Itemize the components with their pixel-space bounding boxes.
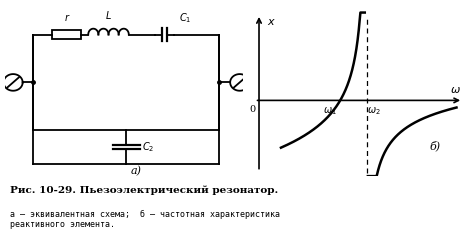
Text: Рис. 10-29. Пьезоэлектрический резонатор.: Рис. 10-29. Пьезоэлектрический резонатор… <box>10 186 277 195</box>
Text: $\omega_1$: $\omega_1$ <box>322 105 336 117</box>
Text: $\omega_2$: $\omega_2$ <box>366 105 379 117</box>
Text: $L$: $L$ <box>105 9 112 21</box>
Text: 0: 0 <box>249 105 255 114</box>
Text: $\omega$: $\omega$ <box>449 85 460 95</box>
Text: а — эквивалентная схема;  б — частотная характеристика
реактивного элемента.: а — эквивалентная схема; б — частотная х… <box>10 209 279 229</box>
Text: а): а) <box>130 166 141 176</box>
Text: $C_1$: $C_1$ <box>178 11 191 25</box>
Bar <box>52 30 81 39</box>
Text: б): б) <box>428 140 439 151</box>
Text: $C_2$: $C_2$ <box>142 140 154 154</box>
Text: $x$: $x$ <box>266 17 275 27</box>
Text: $r$: $r$ <box>63 12 70 23</box>
